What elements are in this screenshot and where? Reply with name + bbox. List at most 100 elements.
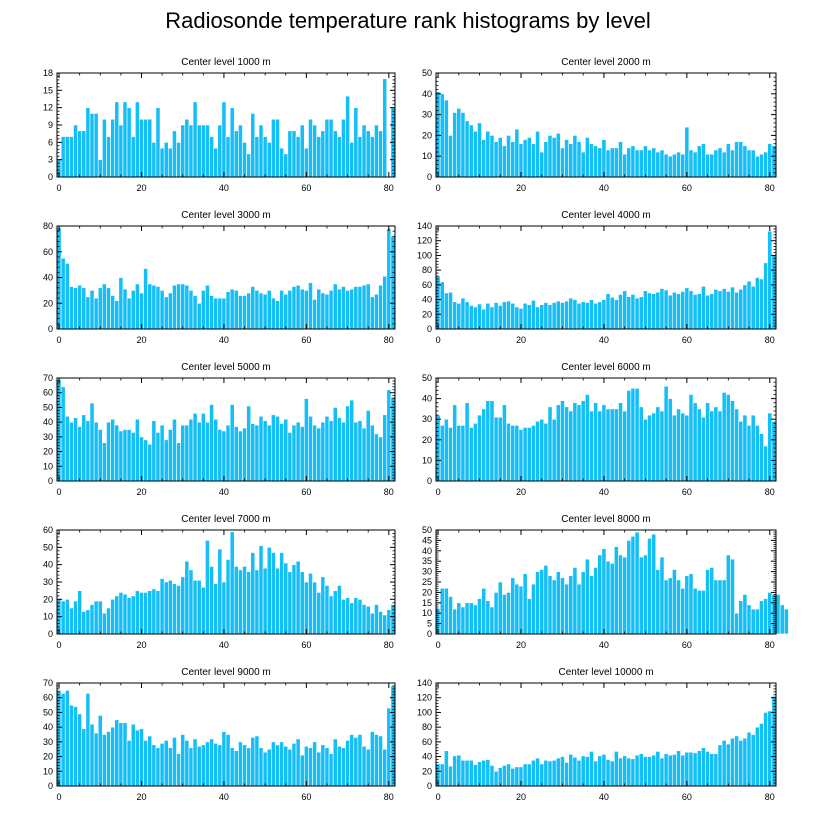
y-tick-label: 40	[422, 752, 432, 762]
x-tick-label: 40	[599, 792, 609, 802]
histogram-bar	[593, 145, 599, 178]
histogram-bar	[713, 149, 719, 178]
histogram-bar	[369, 731, 375, 787]
y-tick-label: 10	[422, 455, 432, 465]
histogram-bar	[705, 751, 710, 787]
x-tick-label: 80	[384, 183, 394, 193]
histogram-bar	[73, 287, 78, 330]
histogram-bar	[188, 124, 194, 178]
histogram-bar	[163, 296, 169, 330]
x-tick-label: 40	[219, 183, 229, 193]
histogram-bar	[122, 593, 128, 635]
histogram-bar	[510, 425, 516, 482]
histogram-bar	[551, 579, 557, 635]
histogram-bar	[473, 764, 478, 787]
histogram-bar	[696, 145, 702, 178]
histogram-bar	[200, 124, 206, 178]
plot-frame	[56, 682, 396, 787]
histogram-bar	[597, 147, 603, 178]
histogram-bar	[283, 293, 289, 330]
histogram-bar	[102, 612, 107, 635]
histogram-bar	[106, 731, 111, 787]
histogram-bar	[69, 421, 74, 482]
histogram-bar	[308, 573, 313, 635]
histogram-bar	[543, 423, 549, 482]
x-tick-label: 0	[57, 335, 62, 345]
histogram-bar	[618, 554, 623, 635]
histogram-bar	[568, 754, 574, 787]
histogram-bar	[139, 592, 144, 635]
histogram-bar	[738, 420, 744, 482]
x-tick-label: 0	[436, 792, 441, 802]
histogram-bar	[229, 107, 235, 178]
y-tick-label: 40	[422, 546, 432, 556]
y-tick-label: 40	[43, 722, 53, 732]
histogram-bar	[106, 136, 111, 178]
histogram-bar	[196, 421, 202, 482]
histogram-bar	[205, 421, 210, 482]
histogram-bar	[502, 765, 507, 787]
histogram-bar	[122, 101, 128, 178]
y-tick-label: 0	[427, 172, 432, 182]
histogram-bar	[759, 433, 764, 482]
histogram-bar	[316, 136, 322, 178]
y-tick-label: 10	[422, 608, 432, 618]
histogram-bar	[597, 554, 603, 635]
histogram-bar	[64, 690, 70, 787]
histogram-bar	[564, 300, 569, 330]
histogram-bar	[514, 583, 520, 635]
histogram-bar	[597, 301, 603, 330]
histogram-bar	[555, 404, 561, 482]
histogram-bar	[151, 142, 157, 178]
histogram-bar	[468, 305, 474, 330]
histogram-bar	[672, 414, 677, 482]
histogram-bar	[576, 759, 582, 787]
histogram-bar	[349, 602, 355, 635]
histogram-bar	[287, 290, 293, 330]
histogram-bar	[551, 302, 557, 330]
histogram-bar	[135, 590, 140, 635]
histogram-bar	[188, 418, 194, 482]
histogram-bar	[555, 571, 561, 635]
histogram-bar	[506, 423, 511, 482]
histogram-bar	[262, 567, 268, 635]
histogram-bar	[147, 735, 153, 787]
histogram-bar	[283, 745, 289, 787]
y-tick-label: 60	[422, 737, 432, 747]
histogram-bar	[369, 136, 375, 178]
histogram-bar	[601, 139, 607, 178]
histogram-bar	[328, 118, 334, 178]
histogram-bar	[114, 719, 120, 787]
y-tick-label: 20	[43, 298, 53, 308]
histogram-bar	[93, 421, 99, 482]
histogram-bar	[97, 715, 103, 787]
histogram-bar	[316, 427, 322, 482]
histogram-bar	[535, 757, 540, 787]
histogram-bar	[213, 583, 219, 635]
histogram-bar	[725, 554, 731, 635]
histogram-bar	[332, 738, 338, 787]
histogram-bar	[332, 407, 338, 482]
histogram-bar	[659, 556, 665, 635]
histogram-bar	[382, 275, 388, 330]
histogram-bar	[93, 600, 99, 635]
x-tick-label: 20	[516, 487, 526, 497]
histogram-bar	[692, 587, 698, 635]
histogram-bar	[188, 747, 194, 787]
histogram-bar	[734, 291, 739, 330]
histogram-bar	[250, 113, 256, 178]
histogram-bar	[159, 424, 165, 482]
plot-frame	[435, 72, 777, 178]
y-tick-label: 50	[422, 68, 432, 78]
histogram-bar	[759, 600, 764, 635]
histogram-bar	[167, 429, 173, 482]
histogram-bar	[304, 290, 309, 330]
histogram-bar	[522, 427, 528, 482]
histogram-bar	[60, 257, 66, 330]
histogram-bar	[709, 567, 715, 635]
histogram-bar	[742, 414, 748, 482]
histogram-bar	[742, 145, 748, 178]
histogram-panel: Center level 5000 m 0 10 20 30 40 50 60 70 0 20 40 6…	[43, 362, 396, 497]
histogram-bar	[225, 424, 231, 482]
histogram-bar	[551, 137, 557, 178]
